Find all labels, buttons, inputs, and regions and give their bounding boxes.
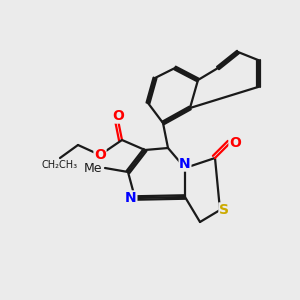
Text: O: O (229, 136, 241, 150)
Text: CH₂CH₃: CH₂CH₃ (42, 160, 78, 170)
Text: Me: Me (83, 161, 102, 175)
Text: O: O (94, 148, 106, 162)
Text: N: N (179, 157, 191, 171)
Text: S: S (219, 203, 229, 217)
Text: O: O (112, 109, 124, 123)
Text: N: N (125, 191, 137, 205)
